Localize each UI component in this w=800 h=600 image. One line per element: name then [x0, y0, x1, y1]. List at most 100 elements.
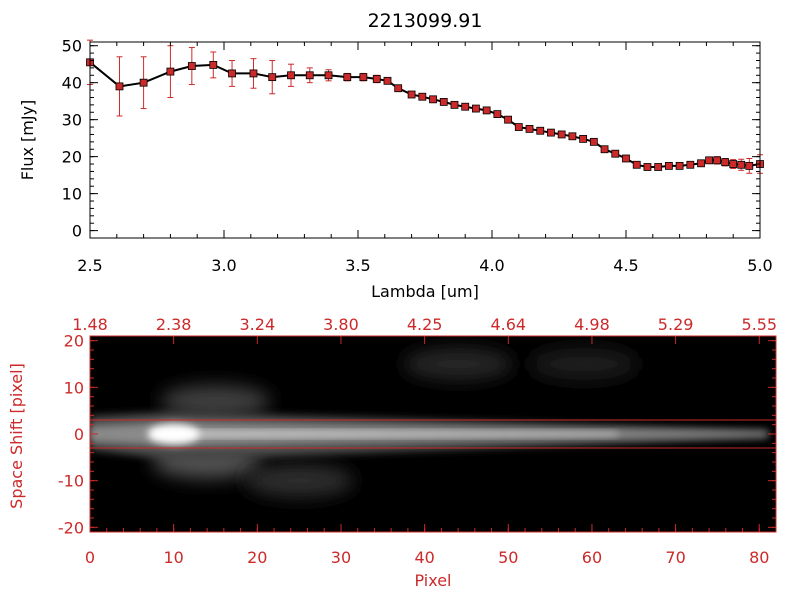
top-tick-label: 5.55	[741, 315, 777, 334]
flux-line	[89, 61, 761, 168]
data-point	[268, 73, 277, 82]
data-point	[429, 95, 437, 104]
data-point	[139, 78, 148, 87]
diffuse-emission	[160, 385, 271, 418]
x-tick-label: 60	[582, 548, 602, 567]
data-point	[643, 163, 652, 171]
spectral-image-axes: 0 10 20 30 40 50 60 70 80 1.48 2.38 3.24 3.80 4.25 4.6…	[58, 315, 777, 567]
data-point	[115, 82, 124, 91]
diffuse-emission	[528, 348, 639, 380]
y-axis-label: Flux [mJy]	[18, 100, 37, 181]
x-tick-label: 0	[85, 548, 95, 567]
y-tick-label: 0	[72, 222, 82, 241]
top-tick-label: 4.25	[407, 315, 443, 334]
x-tick-label: 5.0	[747, 256, 772, 275]
data-point	[407, 90, 416, 99]
data-point	[664, 161, 673, 170]
data-point	[439, 98, 448, 106]
spectrum-axes: 2.5 3.0 3.5 4.0 4.5 5.0 0 10 20 30 40 50	[62, 37, 773, 275]
data-point	[493, 110, 502, 119]
data-point	[324, 71, 333, 80]
y-tick-label: 40	[62, 74, 82, 93]
x-tick-label: 30	[331, 548, 351, 567]
x-tick-label: 4.0	[479, 256, 504, 275]
data-point	[209, 61, 218, 69]
data-point	[737, 160, 746, 169]
data-point	[482, 106, 491, 115]
data-point	[166, 67, 175, 76]
x-tick-label: 3.0	[211, 256, 236, 275]
y-tick-label: 50	[62, 37, 82, 56]
data-point	[547, 128, 555, 137]
data-point	[461, 102, 470, 111]
y-tick-label: 30	[62, 111, 82, 130]
data-point	[632, 160, 641, 169]
data-point	[305, 71, 314, 80]
extraction-window	[90, 419, 776, 449]
data-point	[686, 160, 695, 169]
spectrum-plot-frame	[89, 41, 761, 239]
data-point	[187, 62, 196, 70]
trace-peak	[147, 424, 200, 444]
top-tick-label: 4.98	[574, 315, 610, 334]
x-tick-label: 4.5	[613, 256, 638, 275]
x-axis-label: Pixel	[414, 571, 451, 590]
y-tick-label: -20	[58, 518, 84, 537]
y-tick-label: 20	[64, 332, 84, 351]
y-tick-label: 20	[62, 148, 82, 167]
data-point	[568, 132, 577, 141]
data-point	[713, 156, 722, 165]
x-axis-label: Lambda [um]	[371, 282, 479, 301]
y-axis-label: Space Shift [pixel]	[7, 363, 26, 509]
data-point	[525, 125, 534, 133]
y-tick-label: 10	[64, 378, 84, 397]
data-point	[287, 71, 295, 80]
top-tick-label: 3.80	[323, 315, 359, 334]
data-point	[675, 161, 684, 170]
y-tick-label: -10	[58, 472, 84, 491]
spectral-image-plot: 0 10 20 30 40 50 60 70 80 1.48 2.38 3.24 3.80 4.25 4.6…	[7, 315, 777, 590]
data-point	[721, 158, 730, 167]
top-tick-label: 1.48	[72, 315, 108, 334]
x-tick-label: 50	[498, 548, 518, 567]
chart-title: 2213099.91	[368, 10, 483, 32]
x-tick-label: 20	[247, 548, 267, 567]
diffuse-emission	[403, 348, 514, 380]
data-point	[504, 115, 512, 124]
data-point	[372, 75, 381, 83]
data-point	[228, 69, 236, 78]
data-point	[705, 156, 713, 165]
data-point	[249, 69, 258, 78]
data-point	[472, 104, 480, 113]
spectrum-plot: 2213099.91 2.5 3.0 3.5 4.0 4.5 5.0 0 10 20 30 40 50…	[18, 10, 773, 301]
data-point	[579, 134, 588, 143]
trace-ridge	[153, 431, 618, 437]
x-tick-label: 80	[749, 548, 769, 567]
data-point	[343, 73, 352, 82]
x-tick-label: 2.5	[77, 256, 102, 275]
x-tick-label: 70	[665, 548, 685, 567]
diffuse-emission	[244, 464, 355, 497]
y-tick-label: 0	[74, 425, 84, 444]
data-point	[611, 149, 620, 158]
data-point	[450, 100, 459, 109]
top-tick-label: 5.29	[658, 315, 694, 334]
data-point	[600, 145, 609, 154]
data-point	[536, 126, 545, 135]
data-point	[654, 163, 663, 171]
data-point	[729, 160, 738, 168]
top-tick-label: 3.24	[240, 315, 276, 334]
data-point	[557, 130, 566, 139]
data-point	[697, 159, 705, 168]
top-tick-label: 2.38	[156, 315, 192, 334]
data-point	[418, 92, 427, 101]
data-point	[622, 154, 630, 163]
top-tick-label: 4.64	[490, 315, 526, 334]
data-point	[589, 137, 598, 146]
x-tick-label: 10	[163, 548, 183, 567]
spectrum-series	[86, 39, 764, 174]
data-point	[359, 73, 368, 82]
data-point	[394, 84, 403, 93]
data-point	[383, 76, 392, 85]
